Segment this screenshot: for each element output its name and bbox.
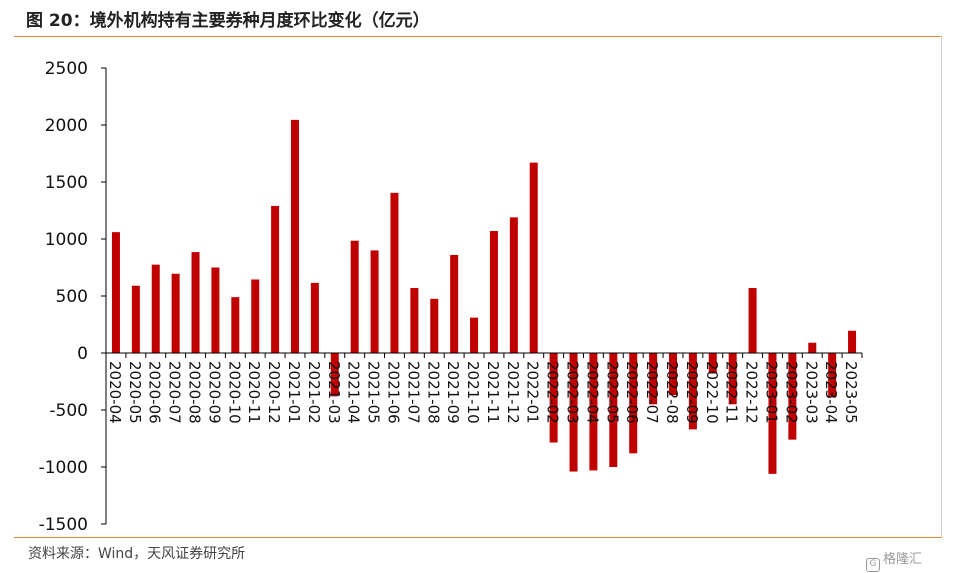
bar-2022-09 xyxy=(688,353,697,430)
x-tick-label: 2022-04 xyxy=(583,361,601,424)
bar-2023-02 xyxy=(788,353,797,440)
x-tick-label: 2022-09 xyxy=(683,361,701,424)
y-tick-label: -1000 xyxy=(39,458,88,478)
bar-2021-01 xyxy=(291,119,299,354)
watermark: G 格隆汇 xyxy=(866,548,922,572)
bar-2020-08 xyxy=(191,252,200,353)
bar-2022-01 xyxy=(529,162,538,353)
x-tick-label: 2022-02 xyxy=(544,361,562,424)
x-tick-label: 2020-07 xyxy=(166,361,184,424)
bar-2022-12 xyxy=(748,288,757,353)
x-tick-label: 2022-11 xyxy=(723,361,741,424)
x-tick-label: 2020-10 xyxy=(225,361,243,424)
x-tick-label: 2021-09 xyxy=(444,361,462,424)
bar-2023-05 xyxy=(848,330,857,353)
x-tick-label: 2023-01 xyxy=(762,361,780,424)
bar-2022-06 xyxy=(629,353,638,454)
bar-2020-11 xyxy=(251,279,260,353)
x-axis: 2020-04 2020-05 2020-06 2020-07 2020-08 2020-… xyxy=(105,352,863,424)
x-tick-label: 2020-12 xyxy=(265,361,283,424)
x-tick-label: 2021-07 xyxy=(404,361,422,424)
y-tick-label: 1000 xyxy=(45,230,88,250)
bar-2021-12 xyxy=(509,217,518,353)
y-tick-label: 2500 xyxy=(45,59,88,79)
chart-title: 图 20：境外机构持有主要券种月度环比变化（亿元） xyxy=(26,11,430,31)
x-tick-label: 2022-03 xyxy=(564,361,582,424)
x-tick-label: 2020-08 xyxy=(186,361,204,424)
bar-2020-05 xyxy=(131,285,140,353)
bar-2022-11 xyxy=(728,353,737,405)
bar-2020-04 xyxy=(111,232,120,353)
y-tick-label: 500 xyxy=(56,287,88,307)
bar-2021-05 xyxy=(370,250,379,353)
bar-2021-07 xyxy=(410,288,419,353)
bottom-rule xyxy=(14,537,942,538)
bar-2021-02 xyxy=(310,282,319,353)
x-tick-label: 2023-02 xyxy=(782,361,800,424)
bars xyxy=(111,119,857,474)
x-tick-label: 2020-09 xyxy=(205,361,223,424)
x-tick-label: 2022-06 xyxy=(623,361,641,424)
bar-2021-03 xyxy=(330,353,339,397)
x-tick-label: 2021-10 xyxy=(464,361,482,424)
top-rule xyxy=(14,36,942,37)
x-tick-label: 2021-06 xyxy=(384,361,402,424)
bar-2023-04 xyxy=(828,353,837,398)
bar-2022-02 xyxy=(549,353,558,443)
x-tick-label: 2021-12 xyxy=(504,361,522,424)
bar-2022-10 xyxy=(708,353,717,374)
bar-2022-04 xyxy=(589,353,598,471)
x-tick-label: 2020-11 xyxy=(245,361,263,424)
y-tick-label: -500 xyxy=(49,401,88,421)
bar-2020-10 xyxy=(231,297,240,353)
source-note: 资料来源：Wind，天风证券研究所 xyxy=(28,546,246,562)
x-tick-label: 2021-04 xyxy=(345,361,363,424)
x-tick-label: 2023-04 xyxy=(822,361,840,424)
x-tick-label: 2021-02 xyxy=(305,361,323,424)
bar-2020-06 xyxy=(151,264,160,353)
watermark-text: 格隆汇 xyxy=(883,552,923,567)
x-tick-label: 2020-05 xyxy=(126,361,144,424)
x-tick-label: 2021-05 xyxy=(365,361,383,424)
bar-2022-08 xyxy=(669,353,677,396)
bar-2021-11 xyxy=(489,231,498,353)
bar-2020-09 xyxy=(211,267,220,353)
x-tick-label: 2021-08 xyxy=(424,361,442,424)
x-tick-label: 2023-03 xyxy=(802,361,820,424)
bar-2021-06 xyxy=(390,192,399,353)
y-axis: 2500 2000 1500 1000 500 0 -500 -1000 -1500 xyxy=(39,59,107,535)
bar-2020-12 xyxy=(271,205,280,353)
bar-2023-03 xyxy=(808,342,817,353)
bar-2022-05 xyxy=(609,353,618,467)
bar-2021-04 xyxy=(350,240,359,353)
x-tick-label: 2022-08 xyxy=(663,361,681,424)
x-tick-label: 2022-07 xyxy=(643,361,661,424)
bar-2021-10 xyxy=(470,317,479,353)
bar-2023-01 xyxy=(768,353,777,474)
bar-2021-09 xyxy=(450,254,459,353)
y-tick-label: 1500 xyxy=(45,173,88,193)
x-tick-label: 2022-05 xyxy=(603,361,621,424)
y-tick-label: 2000 xyxy=(45,116,88,136)
x-tick-label: 2022-01 xyxy=(524,361,542,424)
x-tick-label: 2020-04 xyxy=(106,361,124,424)
bar-2022-03 xyxy=(569,353,578,472)
x-tick-label: 2020-06 xyxy=(146,361,164,424)
bar-2022-07 xyxy=(649,353,658,405)
right-frame-line xyxy=(941,36,942,537)
x-tick-label: 2022-12 xyxy=(743,361,761,424)
bar-2021-08 xyxy=(430,298,439,353)
y-tick-label: 0 xyxy=(77,344,88,364)
x-tick-label: 2023-05 xyxy=(842,361,860,424)
x-tick-label: 2022-10 xyxy=(703,361,721,424)
logo-icon: G xyxy=(866,558,880,572)
x-tick-label: 2021-01 xyxy=(285,361,303,424)
x-tick-label: 2021-03 xyxy=(325,361,343,424)
bar-2020-07 xyxy=(171,273,180,353)
x-tick-label: 2021-11 xyxy=(484,361,502,424)
y-tick-label: -1500 xyxy=(39,515,88,535)
